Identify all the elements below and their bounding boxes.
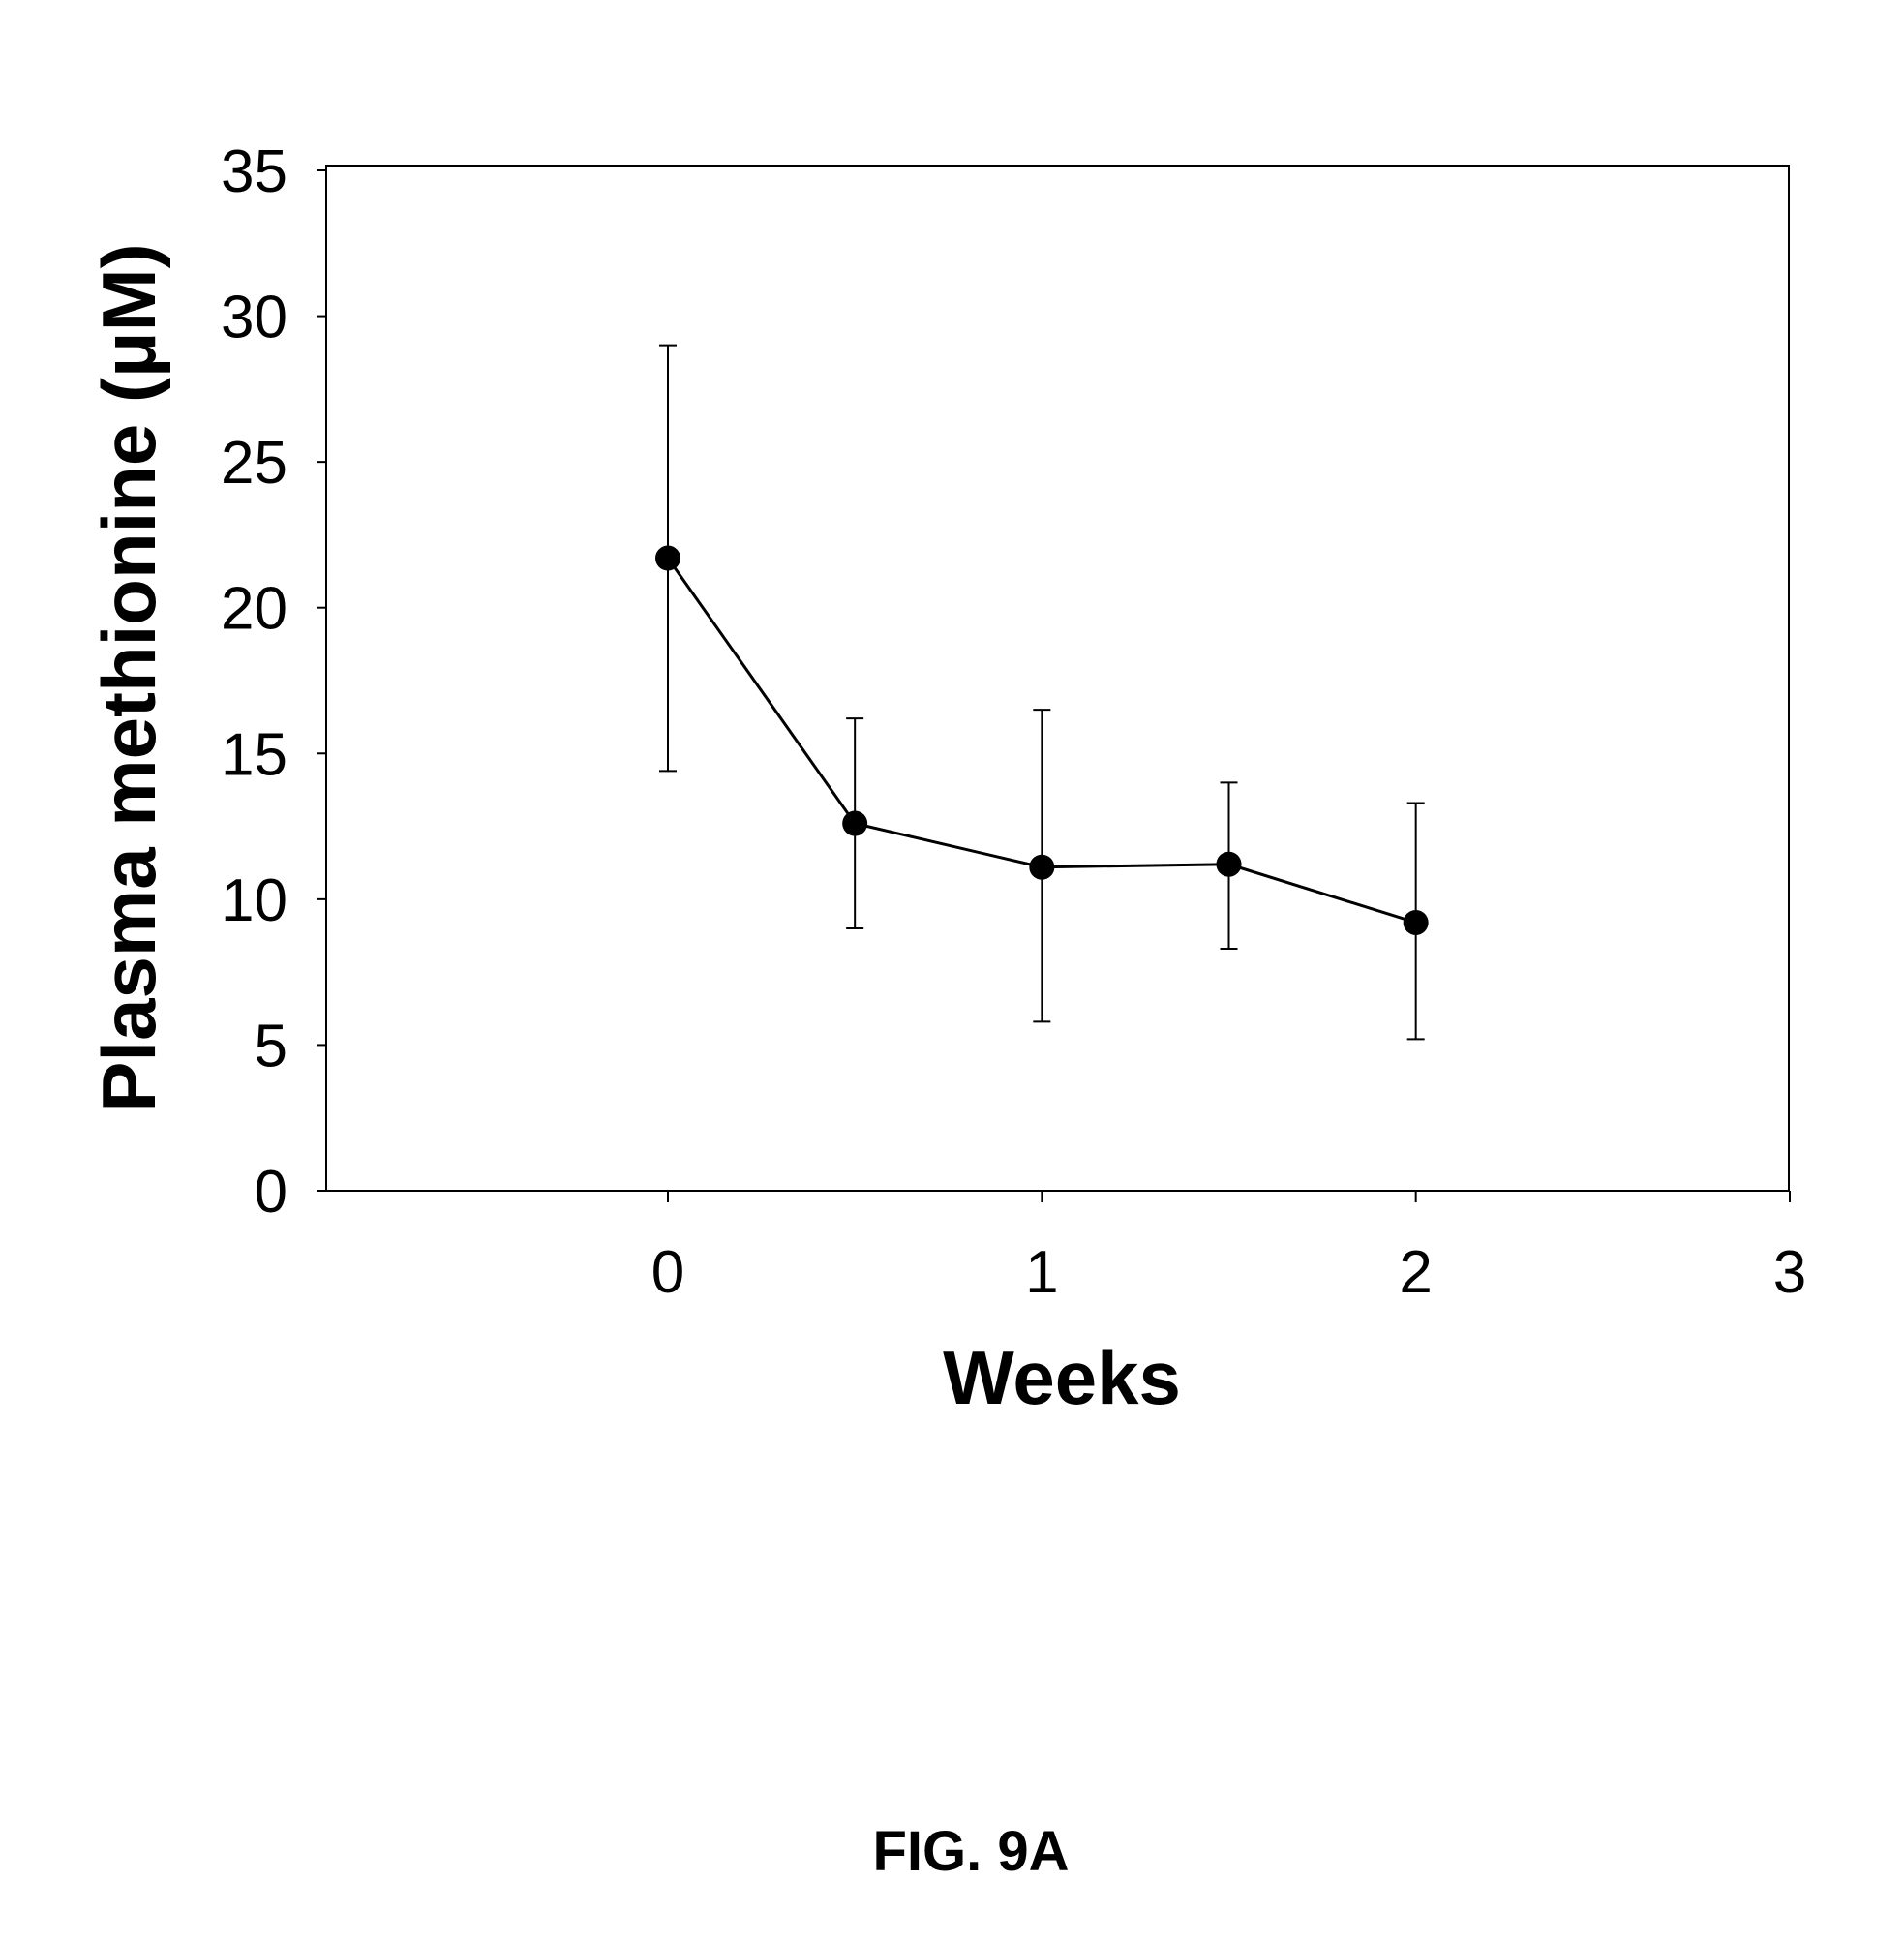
chart: 0 5 10 15 20 25 30 35 0 1 2 3 Plasma methionine (μ…	[0, 0, 1904, 1942]
y-tick-label: 15	[221, 721, 287, 788]
y-tick-label: 35	[221, 138, 287, 205]
y-tick-label: 5	[255, 1013, 287, 1079]
y-axis-label: Plasma methionine (μM)	[86, 243, 171, 1111]
data-point	[1404, 910, 1429, 935]
x-tick-label: 1	[1025, 1239, 1058, 1306]
x-tick-label: 3	[1773, 1239, 1806, 1306]
data-point	[655, 546, 680, 571]
series	[655, 346, 1429, 1040]
y-tick-label: 20	[221, 576, 287, 643]
y-tick-label: 0	[255, 1159, 287, 1226]
plot-frame	[326, 166, 1789, 1191]
x-axis-label: Weeks	[943, 1335, 1181, 1420]
y-tick-label: 25	[221, 430, 287, 497]
figure-caption: FIG. 9A	[872, 1820, 1069, 1883]
data-point	[1217, 852, 1242, 877]
y-axis: 0 5 10 15 20 25 30 35	[221, 138, 326, 1226]
data-point	[842, 811, 867, 836]
x-tick-label: 2	[1399, 1239, 1432, 1306]
x-axis: 0 1 2 3	[651, 1191, 1806, 1306]
y-tick-label: 30	[221, 285, 287, 351]
data-point	[1029, 855, 1054, 880]
y-tick-label: 10	[221, 867, 287, 934]
x-tick-label: 0	[651, 1239, 684, 1306]
